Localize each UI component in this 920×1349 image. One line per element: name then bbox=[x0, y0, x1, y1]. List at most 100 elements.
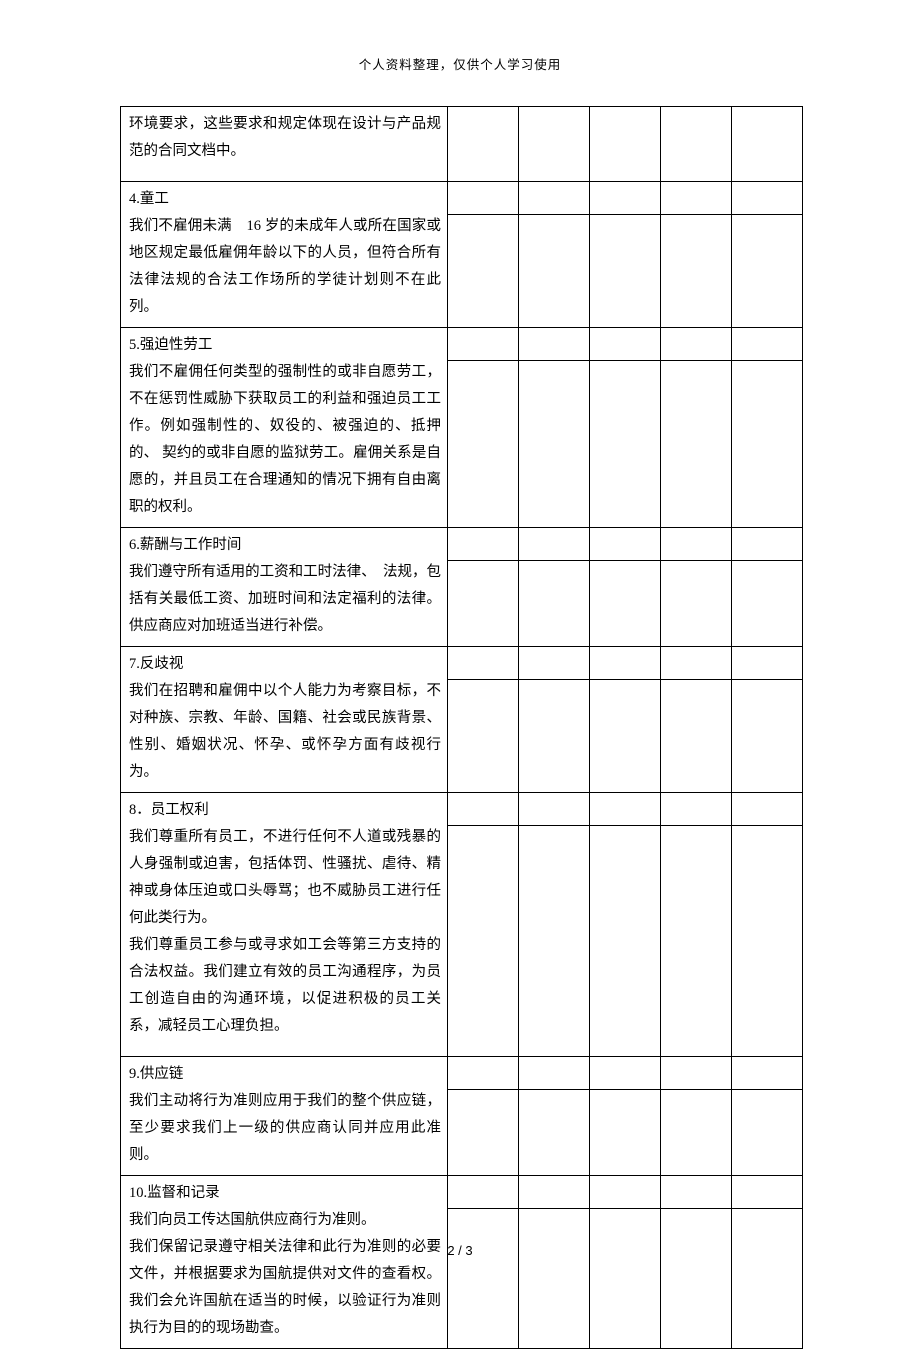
response-cell-bottom bbox=[590, 361, 661, 528]
page-header: 个人资料整理，仅供个人学习使用 bbox=[0, 54, 920, 73]
response-cell-bottom bbox=[590, 215, 661, 328]
response-cell-bottom bbox=[661, 826, 732, 1057]
response-cell-bottom bbox=[448, 215, 519, 328]
response-cell-top bbox=[448, 182, 519, 215]
response-cell-top bbox=[661, 182, 732, 215]
response-cell-bottom bbox=[519, 680, 590, 793]
response-cell-bottom bbox=[732, 215, 803, 328]
response-cell-bottom bbox=[519, 1209, 590, 1349]
response-cell-top bbox=[448, 793, 519, 826]
response-cell bbox=[590, 107, 661, 182]
response-cell-top bbox=[448, 1176, 519, 1209]
response-cell-top bbox=[519, 528, 590, 561]
item-body-line: 我们不雇佣未满 16 岁的未成年人或所在国家或地区规定最低雇佣年龄以下的人员，但… bbox=[129, 213, 441, 321]
response-cell-top bbox=[519, 328, 590, 361]
response-cell-top bbox=[590, 328, 661, 361]
response-cell bbox=[519, 107, 590, 182]
response-cell-top bbox=[590, 528, 661, 561]
response-cell-bottom bbox=[661, 1209, 732, 1349]
table-text-cell: 环境要求，这些要求和规定体现在设计与产品规范的合同文档中。 bbox=[121, 107, 448, 182]
response-cell-bottom bbox=[590, 826, 661, 1057]
response-cell-bottom bbox=[732, 826, 803, 1057]
response-cell-bottom bbox=[448, 1090, 519, 1176]
item-title: 8．员工权利 bbox=[129, 797, 441, 824]
row-spacer bbox=[129, 165, 441, 175]
table-text-cell: 10.监督和记录我们向员工传达国航供应商行为准则。我们保留记录遵守相关法律和此行… bbox=[121, 1176, 448, 1349]
page: 个人资料整理，仅供个人学习使用 环境要求，这些要求和规定体现在设计与产品规范的合… bbox=[0, 0, 920, 1303]
response-cell-bottom bbox=[661, 680, 732, 793]
table-text-cell: 5.强迫性劳工我们不雇佣任何类型的强制性的或非自愿劳工，不在惩罚性威胁下获取员工… bbox=[121, 328, 448, 528]
response-cell-bottom bbox=[732, 1090, 803, 1176]
response-cell-bottom bbox=[590, 561, 661, 647]
item-title: 7.反歧视 bbox=[129, 651, 441, 678]
item-title: 9.供应链 bbox=[129, 1061, 441, 1088]
item-body-line: 我们尊重所有员工，不进行任何不人道或残暴的人身强制或迫害，包括体罚、性骚扰、虐待… bbox=[129, 824, 441, 932]
table-text-cell: 8．员工权利我们尊重所有员工，不进行任何不人道或残暴的人身强制或迫害，包括体罚、… bbox=[121, 793, 448, 1057]
item-title: 6.薪酬与工作时间 bbox=[129, 532, 441, 559]
item-body-line: 我们主动将行为准则应用于我们的整个供应链，至少要求我们上一级的供应商认同并应用此… bbox=[129, 1088, 441, 1169]
item-title: 4.童工 bbox=[129, 186, 441, 213]
table-text-cell: 6.薪酬与工作时间我们遵守所有适用的工资和工时法律、 法规，包括有关最低工资、加… bbox=[121, 528, 448, 647]
response-cell-top bbox=[732, 1057, 803, 1090]
response-cell-bottom bbox=[519, 1090, 590, 1176]
response-cell-bottom bbox=[732, 361, 803, 528]
response-cell-top bbox=[590, 1057, 661, 1090]
response-cell-top bbox=[732, 793, 803, 826]
response-cell-bottom bbox=[519, 826, 590, 1057]
response-cell-top bbox=[448, 1057, 519, 1090]
item-body-line: 我们不雇佣任何类型的强制性的或非自愿劳工，不在惩罚性威胁下获取员工的利益和强迫员… bbox=[129, 359, 441, 521]
response-cell-bottom bbox=[732, 680, 803, 793]
response-cell-bottom bbox=[590, 680, 661, 793]
row-spacer bbox=[129, 1040, 441, 1050]
response-cell-top bbox=[732, 328, 803, 361]
response-cell-top bbox=[590, 1176, 661, 1209]
response-cell-top bbox=[519, 1176, 590, 1209]
response-cell-top bbox=[519, 1057, 590, 1090]
item-title: 5.强迫性劳工 bbox=[129, 332, 441, 359]
item-body-line: 环境要求，这些要求和规定体现在设计与产品规范的合同文档中。 bbox=[129, 111, 441, 165]
response-cell bbox=[732, 107, 803, 182]
response-cell-bottom bbox=[519, 215, 590, 328]
response-cell-bottom bbox=[448, 826, 519, 1057]
response-cell-top bbox=[590, 793, 661, 826]
response-cell bbox=[661, 107, 732, 182]
response-cell-top bbox=[590, 647, 661, 680]
response-cell-top bbox=[519, 182, 590, 215]
response-cell-bottom bbox=[661, 1090, 732, 1176]
response-cell-top bbox=[661, 528, 732, 561]
response-cell-top bbox=[732, 528, 803, 561]
table-text-cell: 9.供应链我们主动将行为准则应用于我们的整个供应链，至少要求我们上一级的供应商认… bbox=[121, 1057, 448, 1176]
content-table: 环境要求，这些要求和规定体现在设计与产品规范的合同文档中。 4.童工我们不雇佣未满… bbox=[120, 106, 803, 1349]
item-title: 10.监督和记录 bbox=[129, 1180, 441, 1207]
table-text-cell: 4.童工我们不雇佣未满 16 岁的未成年人或所在国家或地区规定最低雇佣年龄以下的… bbox=[121, 182, 448, 328]
response-cell-top bbox=[661, 328, 732, 361]
response-cell-top bbox=[448, 647, 519, 680]
response-cell-bottom bbox=[448, 361, 519, 528]
response-cell-bottom bbox=[732, 561, 803, 647]
response-cell-bottom bbox=[519, 561, 590, 647]
response-cell-bottom bbox=[661, 361, 732, 528]
response-cell-bottom bbox=[590, 1090, 661, 1176]
response-cell-top bbox=[519, 793, 590, 826]
response-cell-bottom bbox=[661, 561, 732, 647]
item-body-line: 我们向员工传达国航供应商行为准则。 bbox=[129, 1207, 441, 1234]
content-table-wrap: 环境要求，这些要求和规定体现在设计与产品规范的合同文档中。 4.童工我们不雇佣未满… bbox=[120, 106, 800, 1349]
response-cell bbox=[448, 107, 519, 182]
item-body-line: 我们在招聘和雇佣中以个人能力为考察目标，不对种族、宗教、年龄、国籍、社会或民族背… bbox=[129, 678, 441, 786]
response-cell-top bbox=[732, 647, 803, 680]
response-cell-top bbox=[448, 328, 519, 361]
response-cell-bottom bbox=[448, 680, 519, 793]
page-footer: 2 / 3 bbox=[0, 1243, 920, 1258]
response-cell-top bbox=[661, 647, 732, 680]
response-cell-bottom bbox=[732, 1209, 803, 1349]
response-cell-top bbox=[519, 647, 590, 680]
response-cell-top bbox=[448, 528, 519, 561]
response-cell-top bbox=[661, 1057, 732, 1090]
response-cell-top bbox=[590, 182, 661, 215]
response-cell-bottom bbox=[448, 561, 519, 647]
response-cell-bottom bbox=[519, 361, 590, 528]
response-cell-top bbox=[732, 1176, 803, 1209]
table-text-cell: 7.反歧视我们在招聘和雇佣中以个人能力为考察目标，不对种族、宗教、年龄、国籍、社… bbox=[121, 647, 448, 793]
response-cell-bottom bbox=[448, 1209, 519, 1349]
response-cell-top bbox=[732, 182, 803, 215]
